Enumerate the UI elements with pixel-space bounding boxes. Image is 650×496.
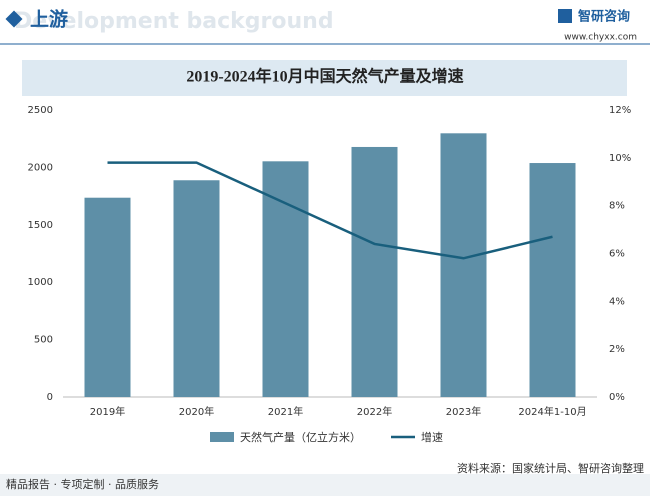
legend-label: 天然气产量（亿立方米） (240, 430, 361, 444)
footer-left: 精品报告 · 专项定制 · 品质服务 (6, 477, 159, 491)
x-tick-label: 2023年 (446, 405, 481, 418)
y-tick-label: 500 (34, 335, 53, 346)
footer-source: 资料来源：国家统计局、智研咨询整理 (457, 461, 644, 475)
y-tick-label: 0 (47, 392, 53, 403)
y-tick-label: 1500 (28, 220, 53, 231)
x-tick-label: 2019年 (90, 405, 125, 418)
y2-tick-label: 6% (609, 249, 625, 260)
logo-site: www.chyxx.com (564, 33, 637, 43)
y2-tick-label: 12% (609, 105, 631, 116)
chart-title: 2019-2024年10月中国天然气产量及增速 (186, 67, 463, 86)
footer-band (0, 474, 650, 496)
y2-tick-label: 2% (609, 344, 625, 355)
bar (173, 180, 220, 397)
bar (440, 133, 487, 398)
y-tick-label: 2500 (28, 105, 53, 116)
header-watermark: Development background (14, 9, 334, 34)
y2-tick-label: 10% (609, 153, 631, 164)
y2-tick-label: 4% (609, 296, 625, 307)
bar (262, 161, 309, 397)
logo-icon (558, 9, 572, 23)
bar (84, 197, 131, 397)
y2-tick-label: 0% (609, 392, 625, 403)
header-section: 上游 (30, 8, 68, 31)
x-tick-label: 2024年1-10月 (518, 405, 586, 418)
y2-tick-label: 8% (609, 201, 625, 212)
legend-swatch (210, 432, 234, 442)
x-tick-label: 2020年 (179, 405, 214, 418)
y-tick-label: 1000 (28, 277, 53, 288)
bar (529, 163, 576, 397)
logo-text: 智研咨询 (578, 9, 630, 25)
legend-label: 增速 (421, 430, 443, 444)
title-box (22, 60, 627, 96)
y-tick-label: 2000 (28, 162, 53, 173)
bar (351, 146, 398, 397)
x-tick-label: 2022年 (357, 405, 392, 418)
plot: 0 500 1000 1500 2000 2500 0% 2% 4% 6% 8% 10% 12% 2019… (28, 105, 632, 444)
x-tick-label: 2021年 (268, 405, 303, 418)
line (107, 161, 553, 260)
